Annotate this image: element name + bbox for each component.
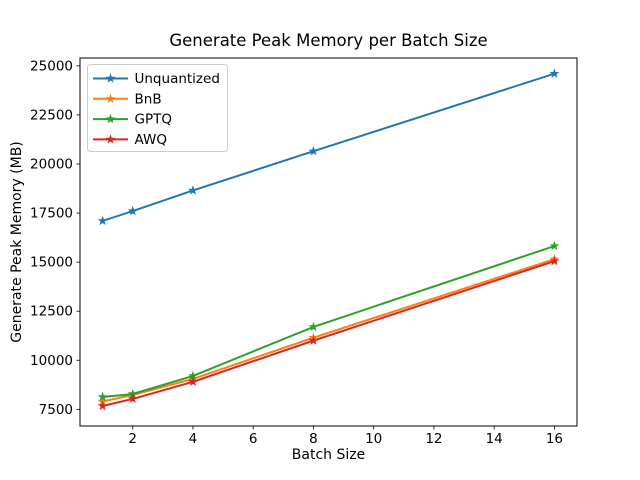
x-tick-label: 12: [425, 431, 442, 447]
y-tick-label: 20000: [30, 156, 73, 172]
y-tick-label: 15000: [30, 255, 73, 271]
legend-label-awq: AWQ: [135, 132, 167, 148]
star-marker-unquantized: [127, 205, 138, 216]
star-marker-awq: [308, 335, 319, 345]
series-line-bnb: [101, 258, 556, 403]
legend-label-bnb: BnB: [135, 91, 162, 107]
legend-box: [87, 64, 228, 152]
star-marker-gptq: [188, 370, 198, 381]
star-marker-gptq: [97, 391, 108, 402]
x-tick-label: 16: [546, 431, 563, 447]
legend-star-marker: [105, 113, 116, 124]
legend-label-gptq: GPTQ: [135, 112, 172, 128]
star-marker-awq: [127, 393, 138, 404]
x-tick-label: 14: [486, 431, 503, 447]
x-axis-label: Batch Size: [291, 447, 366, 463]
x-tick-label: 2: [128, 431, 137, 447]
x-tick-label: 4: [189, 431, 198, 447]
x-tick-label: 10: [365, 431, 382, 447]
y-tick-label: 12500: [30, 304, 73, 320]
y-tick-label: 17500: [30, 206, 73, 222]
star-marker-gptq: [549, 240, 560, 251]
star-marker-awq: [549, 255, 560, 266]
axes-spines: [79, 57, 578, 427]
star-marker-gptq: [127, 388, 138, 399]
x-tick-label: 6: [249, 431, 258, 447]
legend-star-marker: [105, 93, 116, 104]
y-tick-label: 25000: [30, 58, 73, 74]
star-marker-unquantized: [308, 146, 319, 156]
legend-star-marker: [105, 134, 116, 144]
x-tick-label: 8: [309, 431, 318, 447]
star-marker-awq: [97, 400, 108, 411]
y-tick-label: 7500: [39, 402, 73, 418]
star-marker-unquantized: [97, 215, 108, 226]
star-marker-gptq: [308, 321, 319, 332]
star-marker-unquantized: [549, 68, 560, 78]
legend-label-unquantized: Unquantized: [135, 71, 220, 87]
y-tick-label: 22500: [30, 107, 73, 123]
y-tick-label: 10000: [30, 353, 73, 369]
chart-title: Generate Peak Memory per Batch Size: [169, 31, 488, 50]
legend-star-marker: [105, 73, 116, 83]
star-marker-unquantized: [188, 185, 198, 195]
series-line-gptq: [101, 245, 556, 398]
star-marker-awq: [188, 376, 198, 387]
